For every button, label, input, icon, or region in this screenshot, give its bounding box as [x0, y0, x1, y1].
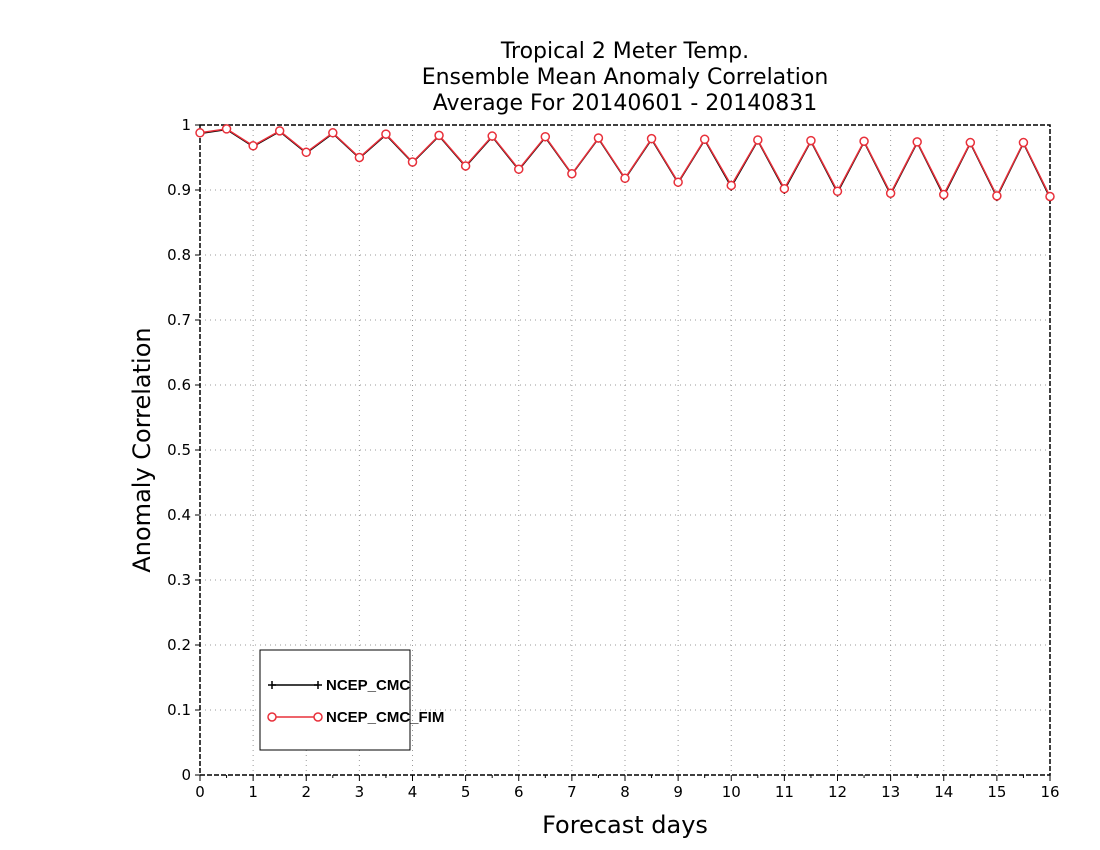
x-tick-label: 7 [567, 783, 577, 801]
x-tick-label: 8 [620, 783, 630, 801]
data-point [1018, 137, 1029, 148]
data-point [195, 128, 205, 138]
x-axis-title: Forecast days [542, 811, 708, 839]
legend-box [259, 649, 411, 751]
x-tick-label: 1 [248, 783, 258, 801]
series-line [199, 128, 1051, 198]
x-tick-label: 14 [934, 783, 953, 801]
chart-title-line-1: Tropical 2 Meter Temp. [500, 39, 749, 64]
data-point [248, 141, 258, 151]
data-point [832, 186, 843, 197]
x-tick-label: 10 [722, 783, 741, 801]
x-tick-label: 2 [301, 783, 311, 801]
data-point [992, 191, 1002, 201]
x-tick-label: 13 [881, 783, 900, 801]
x-tick-label: 0 [195, 783, 205, 801]
data-point [593, 133, 604, 143]
data-point [487, 131, 497, 141]
data-point [434, 130, 444, 141]
data-point [753, 135, 763, 145]
data-point [301, 147, 311, 158]
data-point [221, 124, 232, 134]
data-point [460, 161, 471, 171]
x-tick-label: 6 [514, 783, 524, 801]
y-tick-label: 0.9 [167, 181, 191, 199]
legend-label-ncep-cmc: NCEP_CMC [326, 677, 410, 694]
data-point [699, 134, 710, 145]
y-tick-label: 0.4 [167, 506, 191, 524]
data-point [859, 136, 869, 146]
data-point [407, 157, 418, 167]
data-point [885, 188, 896, 198]
x-axis: 0 1 2 3 4 5 6 7 8 9 10 11 12 13 14 15 16 [195, 775, 1060, 801]
chart-title-line-2: Ensemble Mean Anomaly Correlation [422, 65, 829, 90]
legend-circle-icon [313, 712, 323, 722]
data-point [540, 131, 551, 142]
x-tick-label: 16 [1040, 783, 1059, 801]
y-axis-title: Anomaly Correlation [128, 327, 156, 572]
legend-label-ncep-cmc-fim: NCEP_CMC_FIM [326, 709, 444, 726]
legend: NCEP_CMC NCEP_CMC_FIM [259, 649, 444, 751]
data-point [806, 135, 816, 146]
data-point [381, 129, 391, 139]
data-point [965, 137, 976, 148]
y-tick-label: 1 [181, 116, 191, 134]
data-point [620, 173, 630, 184]
y-tick-label: 0.1 [167, 701, 191, 719]
data-point [646, 133, 657, 144]
legend-entry-ncep-cmc-fim: NCEP_CMC_FIM [267, 709, 444, 726]
legend-entry-ncep-cmc: NCEP_CMC [268, 677, 410, 694]
series-layer [195, 124, 1055, 202]
x-tick-label: 4 [408, 783, 418, 801]
y-axis: 0 0.1 0.2 0.3 0.4 0.5 0.6 0.7 0.8 0.9 1 [167, 116, 200, 784]
y-tick-label: 0 [181, 766, 191, 784]
x-tick-label: 3 [355, 783, 365, 801]
data-point [673, 177, 683, 187]
series-line [199, 128, 1051, 199]
x-tick-label: 12 [828, 783, 847, 801]
data-point [354, 152, 365, 163]
y-tick-label: 0.5 [167, 441, 191, 459]
data-point [1045, 191, 1055, 202]
series-ncep-cmc-fim [195, 124, 1055, 202]
y-tick-label: 0.2 [167, 636, 191, 654]
y-tick-label: 0.6 [167, 376, 191, 394]
data-point [274, 126, 285, 136]
data-point [567, 169, 577, 179]
data-point [514, 164, 524, 174]
y-tick-label: 0.3 [167, 571, 191, 589]
data-point [912, 137, 922, 147]
x-tick-label: 5 [461, 783, 471, 801]
legend-cross-icon [268, 681, 322, 689]
x-tick-label: 11 [775, 783, 794, 801]
data-point [328, 128, 338, 138]
data-point [726, 180, 736, 191]
chart-title-line-3: Average For 20140601 - 20140831 [433, 91, 818, 116]
data-point [779, 183, 790, 194]
grid-lines [200, 125, 1050, 775]
x-tick-label: 9 [673, 783, 683, 801]
legend-circle-icon [267, 712, 277, 722]
y-tick-label: 0.7 [167, 311, 191, 329]
chart-title: Tropical 2 Meter Temp. Ensemble Mean Ano… [422, 39, 829, 116]
data-point [939, 189, 949, 200]
y-tick-label: 0.8 [167, 246, 191, 264]
x-tick-label: 15 [987, 783, 1006, 801]
